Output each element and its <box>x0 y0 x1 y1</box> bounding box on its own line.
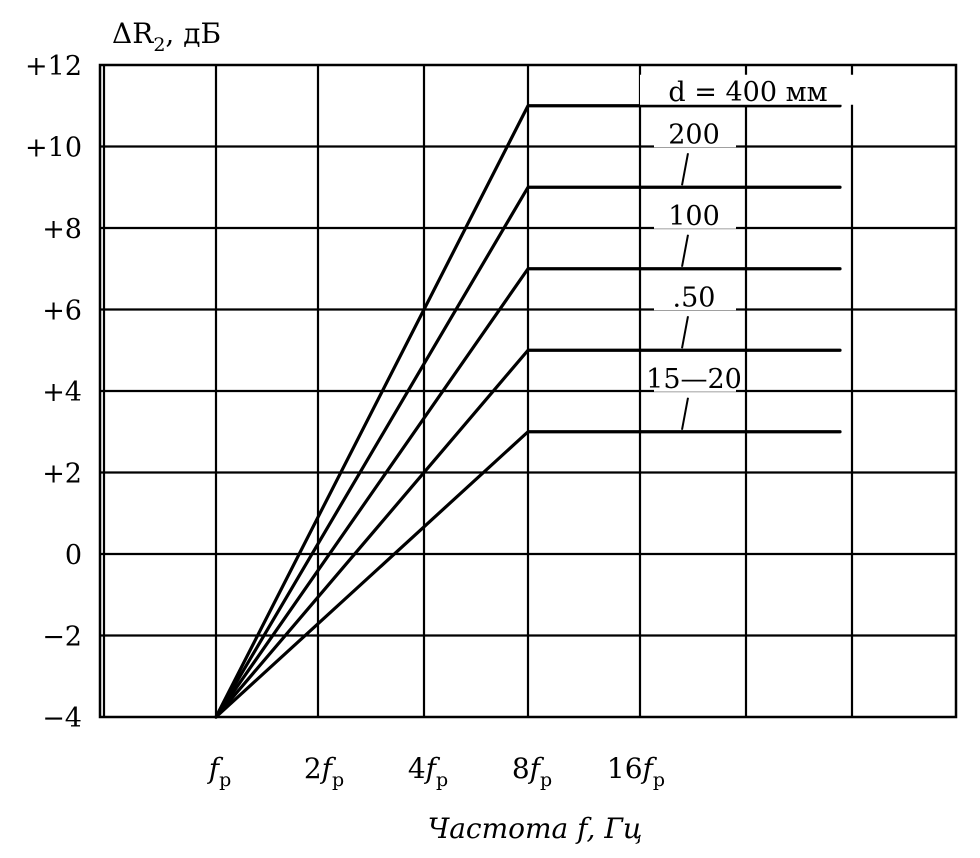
series-label-leader <box>681 153 689 186</box>
y-tick-label: +8 <box>42 214 82 245</box>
series-label: 100 <box>668 201 720 232</box>
series-labels: d = 400 мм 200 100 .50 15—20 <box>640 74 856 430</box>
series-label: 15—20 <box>646 364 742 395</box>
y-tick-label: +10 <box>25 133 82 164</box>
series-label: d = 400 мм <box>668 77 827 108</box>
plot-frame <box>98 63 958 719</box>
series-label: 200 <box>668 119 720 150</box>
series-line <box>214 267 842 719</box>
y-tick-label: −2 <box>42 622 82 653</box>
y-tick-labels: +12 +10 +8 +6 +4 +2 0 −2 −4 <box>25 51 82 734</box>
x-tick-label: 4fр <box>408 752 448 791</box>
x-axis-unit: , Гц <box>587 812 643 845</box>
series-label-leader <box>681 316 689 349</box>
series-line <box>214 104 842 719</box>
x-tick-label: 16fр <box>607 752 665 791</box>
series-group <box>214 104 842 719</box>
series-label-bg <box>654 280 736 311</box>
series-label: .50 <box>673 282 716 313</box>
series-line <box>214 185 842 719</box>
series-line <box>214 348 842 719</box>
x-tick-label: fр <box>207 752 232 791</box>
series-line <box>214 430 842 719</box>
x-tick-label: 8fр <box>512 752 552 791</box>
y-tick-label: 0 <box>65 540 82 571</box>
x-tick-label: 2fр <box>304 752 344 791</box>
x-axis-title: Частота f, Гц <box>428 812 643 845</box>
x-axis-text: Частота <box>428 812 569 845</box>
series-label-leader <box>681 397 689 430</box>
series-label-bg <box>654 361 736 392</box>
series-label-bg <box>654 117 736 148</box>
y-tick-label: +4 <box>42 377 82 408</box>
y-axis-title: ΔR2, дБ <box>112 17 221 56</box>
series-label-leader <box>681 234 689 267</box>
y-tick-label: −4 <box>42 703 82 734</box>
y-tick-label: +12 <box>25 51 82 82</box>
grid <box>100 65 956 717</box>
y-axis-symbol: ΔR <box>112 17 154 50</box>
y-axis-subscript: 2 <box>153 34 165 56</box>
y-tick-label: +2 <box>42 459 82 490</box>
x-tick-labels: fр 2fр 4fр 8fр 16fр <box>207 752 665 791</box>
series-label-bg <box>654 198 736 229</box>
y-axis-unit: , дБ <box>165 17 221 50</box>
y-tick-label: +6 <box>42 296 82 327</box>
series-label-bg <box>640 74 856 105</box>
